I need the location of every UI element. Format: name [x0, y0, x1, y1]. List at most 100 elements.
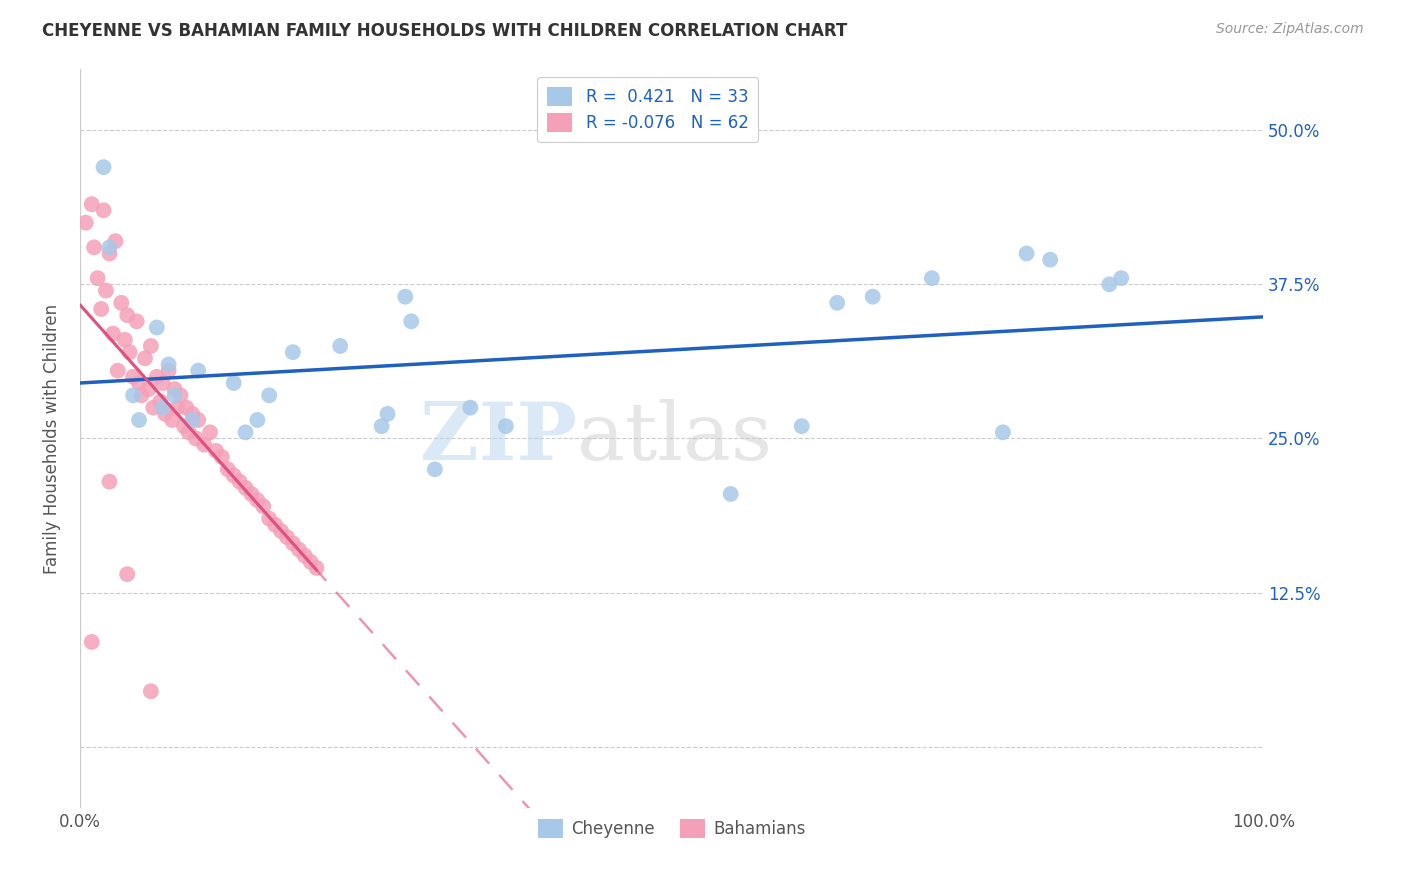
- Point: [257, 388, 280, 402]
- Point: [98, 475, 121, 489]
- Point: [329, 339, 352, 353]
- Point: [149, 394, 172, 409]
- Point: [152, 401, 174, 415]
- Point: [122, 388, 145, 402]
- Point: [394, 290, 416, 304]
- Point: [114, 333, 136, 347]
- Point: [131, 388, 153, 402]
- Point: [181, 413, 204, 427]
- Point: [205, 443, 228, 458]
- Point: [75, 216, 97, 230]
- Point: [83, 240, 105, 254]
- Point: [118, 345, 141, 359]
- Point: [991, 425, 1014, 440]
- Point: [169, 388, 191, 402]
- Point: [115, 567, 138, 582]
- Y-axis label: Family Households with Children: Family Households with Children: [44, 303, 60, 574]
- Point: [157, 364, 180, 378]
- Point: [252, 500, 274, 514]
- Point: [294, 549, 316, 563]
- Point: [240, 487, 263, 501]
- Point: [222, 468, 245, 483]
- Point: [98, 246, 121, 260]
- Point: [160, 413, 183, 427]
- Point: [1015, 246, 1038, 260]
- Point: [181, 407, 204, 421]
- Point: [825, 295, 848, 310]
- Point: [80, 635, 103, 649]
- Point: [377, 407, 399, 421]
- Point: [125, 314, 148, 328]
- Point: [228, 475, 250, 489]
- Point: [134, 351, 156, 366]
- Point: [93, 203, 115, 218]
- Point: [187, 364, 209, 378]
- Point: [1098, 277, 1121, 292]
- Point: [921, 271, 943, 285]
- Point: [1039, 252, 1062, 267]
- Point: [152, 376, 174, 390]
- Point: [93, 160, 115, 174]
- Point: [101, 326, 124, 341]
- Point: [288, 542, 311, 557]
- Point: [217, 462, 239, 476]
- Point: [184, 432, 207, 446]
- Point: [80, 197, 103, 211]
- Point: [157, 358, 180, 372]
- Point: [86, 271, 108, 285]
- Point: [495, 419, 517, 434]
- Point: [173, 419, 195, 434]
- Point: [177, 425, 200, 440]
- Point: [370, 419, 392, 434]
- Text: ZIP: ZIP: [420, 400, 576, 477]
- Point: [107, 364, 129, 378]
- Point: [862, 290, 884, 304]
- Point: [235, 481, 257, 495]
- Point: [270, 524, 292, 538]
- Point: [176, 401, 198, 415]
- Point: [122, 369, 145, 384]
- Point: [166, 401, 188, 415]
- Point: [211, 450, 233, 464]
- Point: [222, 376, 245, 390]
- Point: [187, 413, 209, 427]
- Point: [146, 369, 169, 384]
- Point: [257, 511, 280, 525]
- Point: [305, 561, 328, 575]
- Point: [142, 401, 165, 415]
- Point: [153, 407, 176, 421]
- Legend: Cheyenne, Bahamians: Cheyenne, Bahamians: [531, 812, 813, 845]
- Point: [139, 339, 162, 353]
- Text: atlas: atlas: [576, 400, 772, 477]
- Point: [299, 555, 322, 569]
- Point: [235, 425, 257, 440]
- Point: [110, 295, 132, 310]
- Point: [276, 530, 298, 544]
- Point: [1109, 271, 1132, 285]
- Point: [115, 308, 138, 322]
- Text: CHEYENNE VS BAHAMIAN FAMILY HOUSEHOLDS WITH CHILDREN CORRELATION CHART: CHEYENNE VS BAHAMIAN FAMILY HOUSEHOLDS W…: [42, 22, 848, 40]
- Point: [104, 234, 127, 248]
- Point: [423, 462, 446, 476]
- Point: [246, 413, 269, 427]
- Point: [146, 320, 169, 334]
- Point: [94, 284, 117, 298]
- Point: [128, 413, 150, 427]
- Point: [281, 536, 304, 550]
- Point: [264, 517, 287, 532]
- Point: [790, 419, 813, 434]
- Point: [399, 314, 422, 328]
- Point: [281, 345, 304, 359]
- Point: [98, 240, 121, 254]
- Point: [128, 376, 150, 390]
- Point: [90, 301, 112, 316]
- Point: [139, 684, 162, 698]
- Text: Source: ZipAtlas.com: Source: ZipAtlas.com: [1216, 22, 1364, 37]
- Point: [163, 382, 186, 396]
- Point: [460, 401, 482, 415]
- Point: [198, 425, 221, 440]
- Point: [720, 487, 742, 501]
- Point: [163, 388, 186, 402]
- Point: [246, 493, 269, 508]
- Point: [193, 437, 215, 451]
